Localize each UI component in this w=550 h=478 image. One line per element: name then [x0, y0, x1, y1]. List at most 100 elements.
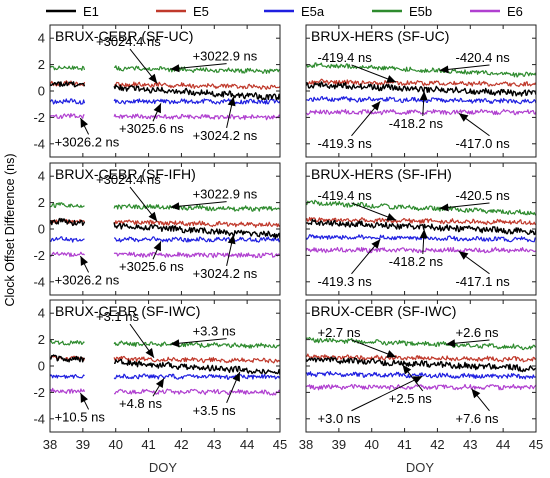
- series-line-e5b: [50, 339, 280, 349]
- legend-label-e6: E6: [507, 4, 523, 19]
- annotation-label: +3025.6 ns: [119, 259, 184, 274]
- panel-title: BRUX-HERS (SF-UC): [311, 28, 449, 44]
- annotation-arrowhead: [80, 118, 88, 128]
- annotation-arrowhead: [386, 75, 397, 83]
- annotation-arrowhead: [386, 213, 397, 221]
- y-tick-label: -2: [33, 385, 45, 400]
- annotation-label: +3.5 ns: [193, 403, 237, 418]
- x-tick-label: 42: [430, 437, 444, 452]
- series-line-e1: [306, 356, 536, 373]
- annotation-label: -418.2 ns: [389, 116, 444, 131]
- series-line-e5a: [306, 96, 536, 105]
- annotation-arrowhead: [155, 378, 164, 388]
- annotation-label: -420.5 ns: [456, 188, 511, 203]
- annotation-label: +3026.2 ns: [55, 134, 120, 149]
- annotation-label: -419.3 ns: [318, 136, 373, 151]
- panel-2: BRUX-HERS (SF-UC) -419.4 ns -420.4 ns -419.…: [305, 24, 537, 158]
- annotation-arrowhead: [170, 339, 180, 348]
- x-tick-label: 42: [174, 437, 188, 452]
- annotation-label: +2.6 ns: [456, 325, 500, 340]
- series-line-e5a: [50, 98, 280, 105]
- annotation-label: +3024.2 ns: [193, 128, 258, 143]
- x-tick-label: 39: [76, 437, 90, 452]
- series-group: [306, 199, 536, 254]
- x-tick-label: 38: [299, 437, 313, 452]
- x-tick-label: 38: [43, 437, 57, 452]
- series-line-e5: [306, 78, 536, 88]
- series-line-e5: [306, 216, 536, 226]
- series-line-e6: [306, 383, 536, 391]
- series-line-e5a: [306, 234, 536, 243]
- series-line-e6: [306, 246, 536, 254]
- legend-label-e1: E1: [83, 4, 99, 19]
- x-tick-label: 41: [141, 437, 155, 452]
- series-line-e5b: [306, 336, 536, 351]
- annotation-arrowhead: [80, 393, 88, 403]
- annotation-arrow: [170, 338, 227, 345]
- annotation-arrowhead: [458, 113, 469, 122]
- annotation-label: +3026.2 ns: [55, 272, 120, 287]
- annotation-label: +3024.2 ns: [193, 266, 258, 281]
- series-line-e5a: [50, 236, 280, 243]
- y-tick-label: 0: [38, 84, 45, 99]
- annotation-label: +2.7 ns: [318, 325, 362, 340]
- annotation-arrowhead: [386, 350, 397, 358]
- series-line-e5a: [306, 371, 536, 380]
- annotation-arrowhead: [371, 101, 381, 111]
- series-group: [50, 202, 280, 259]
- panel-title: BRUX-CEBR (SF-UC): [55, 28, 193, 44]
- y-tick-label: -4: [33, 274, 45, 289]
- series-line-e5b: [50, 65, 280, 74]
- series-line-e6: [50, 387, 280, 396]
- annotation-arrowhead: [153, 103, 161, 114]
- annotation-arrowhead: [458, 251, 469, 260]
- y-tick-label: 0: [38, 222, 45, 237]
- y-tick-label: -4: [33, 411, 45, 426]
- annotation-arrowhead: [227, 96, 236, 107]
- y-tick-label: 4: [38, 306, 45, 321]
- y-tick-label: -4: [33, 136, 45, 151]
- annotation-arrowhead: [170, 202, 180, 211]
- series-line-e1: [50, 354, 280, 376]
- annotation-label: -417.1 ns: [456, 274, 511, 289]
- y-tick-label: 2: [38, 195, 45, 210]
- annotation-arrowhead: [148, 211, 158, 222]
- annotation-arrowhead: [419, 229, 428, 239]
- annotation-label: -419.4 ns: [318, 188, 373, 203]
- series-line-e6: [50, 251, 280, 259]
- annotation-label: -417.0 ns: [456, 136, 511, 151]
- x-tick-label: 45: [529, 437, 543, 452]
- annotation-label: -418.2 ns: [389, 254, 444, 269]
- legend-label-e5a: E5a: [301, 4, 325, 19]
- annotation-label: +3.0 ns: [318, 411, 362, 426]
- series-group: [306, 336, 536, 391]
- panel-title: BRUX-CEBR (SF-IFH): [55, 166, 196, 182]
- panel-title: BRUX-CEBR (SF-IWC): [55, 303, 200, 319]
- annotation-arrowhead: [439, 65, 449, 74]
- annotation-label: +4.8 ns: [119, 396, 163, 411]
- series-line-e1: [306, 218, 536, 236]
- y-tick-label: 2: [38, 332, 45, 347]
- annotation-arrowhead: [471, 388, 481, 399]
- x-axis-label-right: DOY: [406, 460, 435, 475]
- annotation-arrowhead: [402, 364, 412, 375]
- series-line-e1: [50, 81, 280, 101]
- annotation-arrowhead: [227, 234, 236, 245]
- series-line-e1: [306, 81, 536, 97]
- annotation-arrowhead: [145, 348, 154, 358]
- annotation-arrowhead: [371, 239, 381, 249]
- x-tick-label: 44: [496, 437, 510, 452]
- legend: E1 E5 E5a E5b E6: [46, 4, 523, 19]
- panel-4: BRUX-HERS (SF-IFH) -419.4 ns -420.5 ns -419…: [305, 162, 537, 296]
- annotation-label: +3024.4 ns: [96, 172, 161, 187]
- y-tick-label: 4: [38, 31, 45, 46]
- x-tick-label: 40: [108, 437, 122, 452]
- annotation-label: +3024.4 ns: [96, 34, 161, 49]
- annotation-arrow: [170, 201, 227, 208]
- series-line-e6: [306, 108, 536, 116]
- series-line-e5: [306, 353, 536, 363]
- annotation-arrow: [170, 63, 227, 70]
- annotation-label: -420.4 ns: [456, 50, 511, 65]
